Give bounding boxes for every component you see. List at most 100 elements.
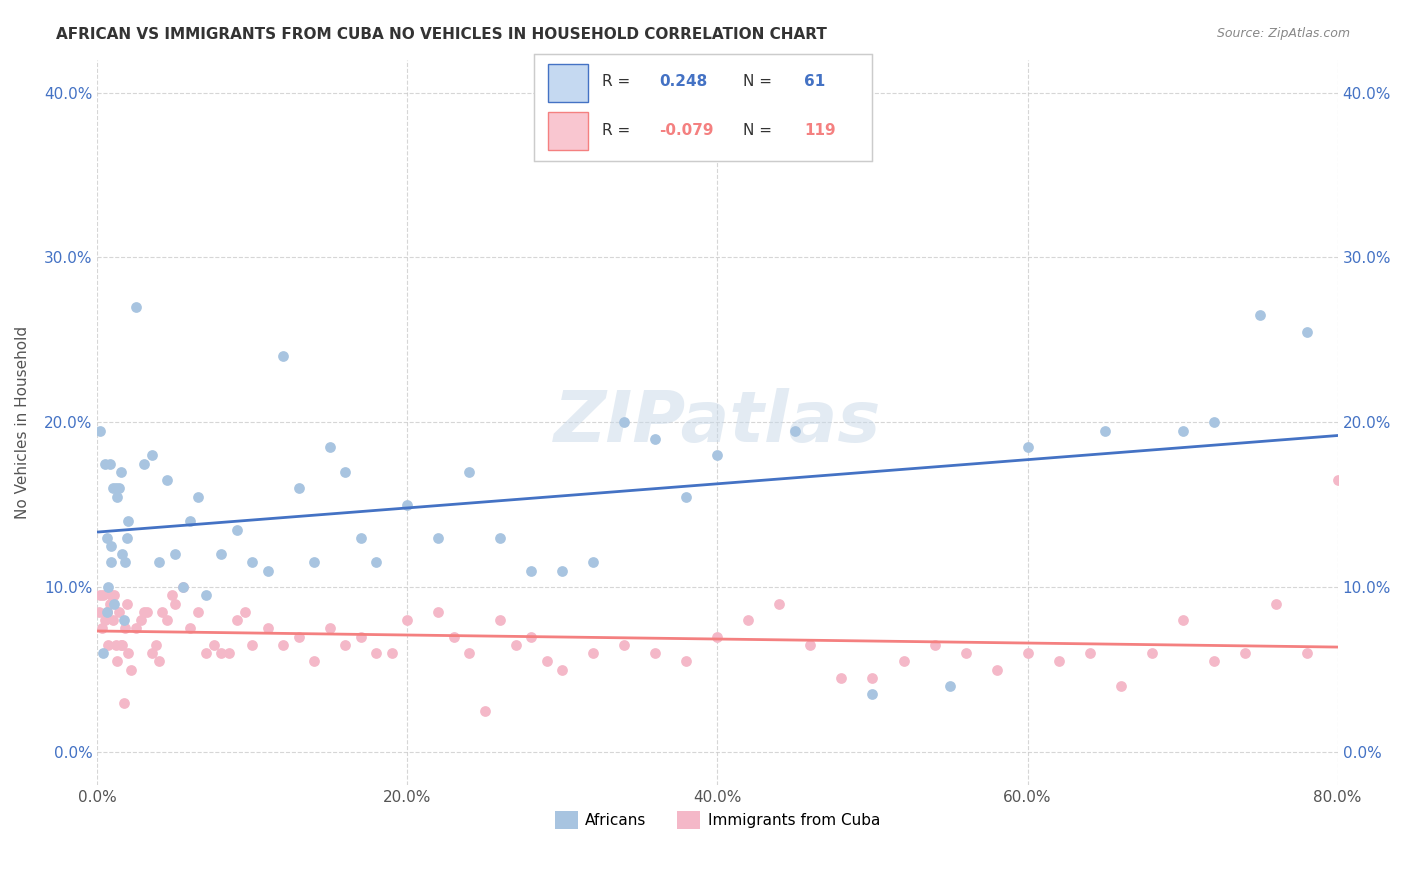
Point: [350, 630, 373, 644]
Point: [1326, 473, 1348, 487]
Point: [96, 605, 118, 619]
Point: [112, 613, 135, 627]
Point: [1388, 646, 1406, 660]
Point: [101, 481, 124, 495]
Point: [240, 556, 263, 570]
Text: ZIPatlas: ZIPatlas: [554, 388, 882, 457]
Point: [125, 300, 148, 314]
Point: [675, 655, 697, 669]
Text: 119: 119: [804, 123, 835, 138]
Point: [110, 465, 132, 479]
Point: [233, 605, 256, 619]
Point: [97, 580, 120, 594]
Point: [256, 622, 278, 636]
Point: [111, 638, 134, 652]
Point: [706, 448, 728, 462]
Point: [675, 490, 697, 504]
Point: [156, 473, 179, 487]
Point: [90, 622, 112, 636]
Point: [100, 589, 122, 603]
Point: [114, 622, 136, 636]
Point: [474, 704, 496, 718]
Point: [862, 671, 884, 685]
Point: [366, 646, 388, 660]
Point: [218, 646, 240, 660]
Point: [893, 655, 915, 669]
Point: [1171, 613, 1194, 627]
Y-axis label: No Vehicles in Household: No Vehicles in Household: [15, 326, 30, 519]
Point: [187, 490, 209, 504]
Point: [141, 646, 163, 660]
Point: [179, 514, 201, 528]
Point: [225, 523, 247, 537]
Point: [520, 630, 543, 644]
Point: [107, 490, 129, 504]
Point: [172, 580, 194, 594]
Point: [319, 440, 342, 454]
Point: [1017, 646, 1039, 660]
Text: R =: R =: [602, 123, 636, 138]
Point: [644, 646, 666, 660]
Point: [103, 589, 125, 603]
Point: [1233, 646, 1256, 660]
Point: [1171, 424, 1194, 438]
Point: [582, 556, 605, 570]
Text: -0.079: -0.079: [659, 123, 714, 138]
Point: [924, 638, 946, 652]
Point: [830, 671, 852, 685]
Point: [96, 531, 118, 545]
Point: [160, 589, 183, 603]
Point: [148, 655, 170, 669]
Point: [335, 638, 357, 652]
Point: [1202, 415, 1225, 429]
Point: [98, 597, 121, 611]
Point: [108, 481, 131, 495]
Point: [768, 597, 790, 611]
Point: [1109, 679, 1132, 693]
Text: AFRICAN VS IMMIGRANTS FROM CUBA NO VEHICLES IN HOUSEHOLD CORRELATION CHART: AFRICAN VS IMMIGRANTS FROM CUBA NO VEHIC…: [56, 27, 827, 42]
Point: [288, 481, 311, 495]
Point: [115, 531, 138, 545]
Point: [644, 432, 666, 446]
Point: [1047, 655, 1070, 669]
Bar: [548, 64, 588, 102]
Point: [117, 646, 139, 660]
Point: [108, 605, 131, 619]
Point: [132, 605, 155, 619]
Point: [225, 613, 247, 627]
Point: [335, 465, 357, 479]
Point: [613, 415, 636, 429]
Point: [1249, 308, 1271, 322]
Point: [304, 655, 326, 669]
Point: [1357, 655, 1379, 669]
Point: [163, 597, 186, 611]
Point: [443, 630, 465, 644]
Point: [304, 556, 326, 570]
Point: [148, 556, 170, 570]
Point: [366, 556, 388, 570]
Point: [103, 597, 125, 611]
Point: [256, 564, 278, 578]
Point: [87, 605, 110, 619]
Point: [96, 605, 118, 619]
Point: [117, 514, 139, 528]
Point: [101, 613, 124, 627]
Point: [396, 498, 419, 512]
Point: [955, 646, 977, 660]
Point: [100, 556, 122, 570]
Point: [458, 646, 481, 660]
Point: [163, 547, 186, 561]
Point: [1405, 704, 1406, 718]
Point: [104, 638, 127, 652]
Point: [150, 605, 173, 619]
Point: [396, 613, 419, 627]
Point: [187, 605, 209, 619]
Text: R =: R =: [602, 74, 636, 89]
Point: [939, 679, 962, 693]
Point: [172, 580, 194, 594]
Point: [458, 465, 481, 479]
Point: [115, 597, 138, 611]
Point: [1341, 589, 1364, 603]
Point: [427, 605, 450, 619]
Point: [986, 663, 1008, 677]
